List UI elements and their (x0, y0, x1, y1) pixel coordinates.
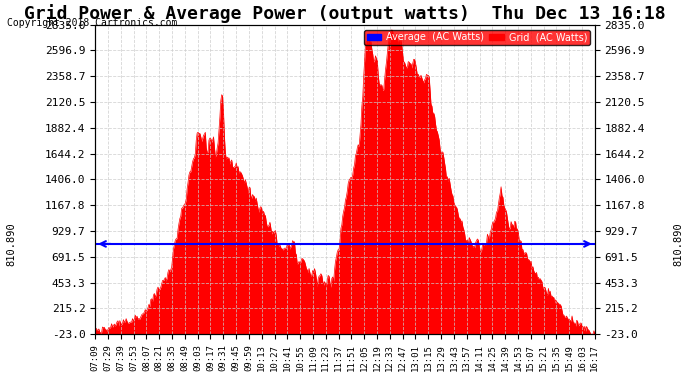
Text: 810.890: 810.890 (7, 222, 17, 266)
Text: 810.890: 810.890 (673, 222, 683, 266)
Title: Grid Power & Average Power (output watts)  Thu Dec 13 16:18: Grid Power & Average Power (output watts… (24, 4, 666, 23)
Legend: Average  (AC Watts), Grid  (AC Watts): Average (AC Watts), Grid (AC Watts) (364, 30, 590, 45)
Text: Copyright 2018 Cartronics.com: Copyright 2018 Cartronics.com (7, 18, 177, 28)
